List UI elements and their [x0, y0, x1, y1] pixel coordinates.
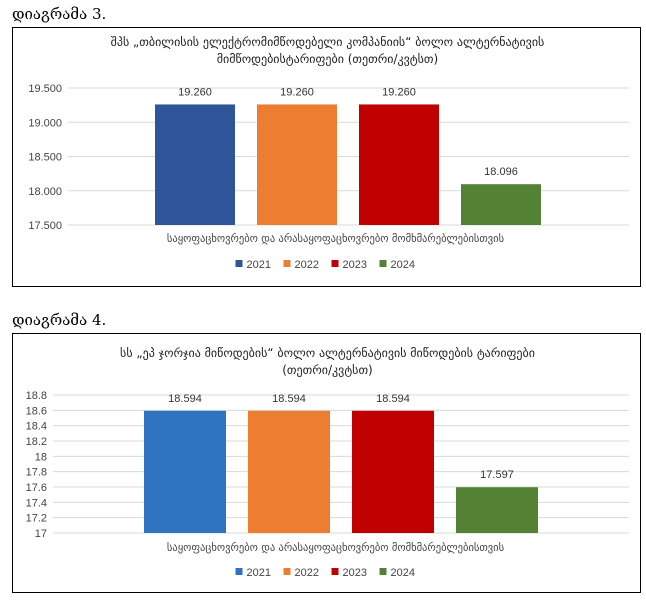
- data-label: 18.594: [272, 393, 306, 405]
- legend-label: 2021: [247, 567, 271, 579]
- y-tick-label: 17.8: [26, 467, 47, 479]
- data-label: 19.260: [382, 86, 416, 98]
- bar-2021: [144, 410, 226, 533]
- bar-2024: [456, 487, 538, 533]
- chart-title-line: შპს „თბილისის ელექტრომიმწოდებელი კომპანი…: [111, 35, 545, 49]
- data-label: 19.260: [280, 86, 314, 98]
- data-label: 19.260: [178, 86, 212, 98]
- y-tick-label: 18.2: [26, 436, 47, 448]
- bar-2023: [359, 104, 439, 225]
- legend-swatch-2021: [235, 260, 243, 267]
- bar-2021: [155, 104, 235, 225]
- chart-caption-4: დიაგრამა 4.: [12, 311, 107, 329]
- bar-2022: [248, 410, 330, 533]
- y-tick-label: 18.000: [28, 186, 62, 198]
- legend-swatch-2023: [331, 568, 339, 575]
- y-tick-label: 19.000: [28, 117, 62, 129]
- legend-label: 2024: [391, 259, 415, 271]
- y-tick-label: 17: [35, 528, 47, 540]
- chart-3-container: შპს „თბილისის ელექტრომიმწოდებელი კომპანი…: [12, 27, 641, 287]
- bar-2024: [461, 184, 541, 225]
- data-label: 18.594: [376, 393, 410, 405]
- legend-label: 2022: [295, 259, 319, 271]
- category-label: საყოფაცხოვრებო და არასაყოფაცხოვრებო მომხ…: [167, 542, 504, 554]
- chart-title-line: სს „ეპ ჯორჯია მიწოდების“ ბოლო ალტერნატივ…: [120, 346, 535, 360]
- chart-caption-3: დიაგრამა 3.: [12, 5, 107, 23]
- legend-label: 2021: [247, 259, 271, 271]
- y-tick-label: 18: [35, 451, 47, 463]
- category-label: საყოფაცხოვრებო და არასაყოფაცხოვრებო მომხ…: [167, 233, 504, 245]
- y-tick-label: 18.4: [26, 421, 47, 433]
- data-label: 17.597: [480, 469, 514, 481]
- legend-swatch-2022: [283, 260, 291, 267]
- data-label: 18.594: [168, 393, 202, 405]
- legend-label: 2023: [343, 567, 367, 579]
- chart-4-svg: სს „ეპ ჯორჯია მიწოდების“ ბოლო ალტერნატივ…: [26, 346, 629, 579]
- legend-swatch-2022: [283, 568, 291, 575]
- y-tick-label: 17.2: [26, 513, 47, 525]
- legend-swatch-2021: [235, 568, 243, 575]
- legend-swatch-2024: [379, 568, 387, 575]
- legend-label: 2023: [343, 259, 367, 271]
- y-tick-label: 18.500: [28, 152, 62, 164]
- y-tick-label: 19.500: [28, 83, 62, 95]
- y-tick-label: 17.500: [28, 220, 62, 232]
- bar-2023: [352, 410, 434, 533]
- chart-title-line: (თეთრი/კვტსთ): [282, 363, 373, 377]
- y-tick-label: 18.8: [26, 390, 47, 402]
- chart-4-container: სს „ეპ ჯორჯია მიწოდების“ ბოლო ალტერნატივ…: [12, 333, 641, 593]
- y-tick-label: 18.6: [26, 405, 47, 417]
- legend-label: 2024: [391, 567, 415, 579]
- data-label: 18.096: [484, 166, 518, 178]
- chart-3-svg: შპს „თბილისის ელექტრომიმწოდებელი კომპანი…: [28, 35, 629, 271]
- legend-swatch-2024: [379, 260, 387, 267]
- legend-swatch-2023: [331, 260, 339, 267]
- chart-title-line: მიმწოდებისტარიფები (თეთრი/კვტსთ): [217, 52, 438, 66]
- y-tick-label: 17.4: [26, 497, 47, 509]
- legend-label: 2022: [295, 567, 319, 579]
- bar-2022: [257, 104, 337, 225]
- y-tick-label: 17.6: [26, 482, 47, 494]
